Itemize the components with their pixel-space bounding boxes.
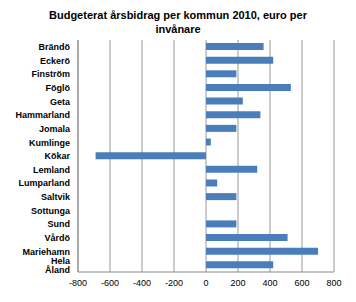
svg-text:Geta: Geta xyxy=(50,97,71,107)
svg-text:HelaÅland: HelaÅland xyxy=(45,256,71,275)
svg-text:Eckerö: Eckerö xyxy=(40,56,71,66)
svg-text:Kökar: Kökar xyxy=(44,151,70,161)
html-text:Budgeterat årsbidrag per kommu: Budgeterat årsbidrag per kommun 2010, eu… xyxy=(49,9,307,35)
svg-text:800: 800 xyxy=(326,278,341,288)
svg-text:Lemland: Lemland xyxy=(33,165,70,175)
svg-text:Saltvik: Saltvik xyxy=(41,192,71,202)
svg-text:Sottunga: Sottunga xyxy=(31,206,71,216)
svg-text:Kumlinge: Kumlinge xyxy=(29,138,70,148)
svg-text:Jomala: Jomala xyxy=(39,124,71,134)
svg-text:-400: -400 xyxy=(133,278,151,288)
svg-text:Brändö: Brändö xyxy=(39,42,71,52)
svg-text:Föglö: Föglö xyxy=(46,83,71,93)
svg-text:Lumparland: Lumparland xyxy=(18,178,70,188)
svg-text:0: 0 xyxy=(203,278,208,288)
svg-text:Finström: Finström xyxy=(31,69,70,79)
svg-text:Mariehamn: Mariehamn xyxy=(22,246,70,257)
svg-text:-600: -600 xyxy=(101,278,119,288)
svg-text:400: 400 xyxy=(262,278,277,288)
svg-text:200: 200 xyxy=(230,278,245,288)
svg-text:600: 600 xyxy=(294,278,309,288)
svg-text:-200: -200 xyxy=(165,278,183,288)
svg-text:Sund: Sund xyxy=(48,219,71,229)
svg-text:Vårdö: Vårdö xyxy=(44,233,70,243)
svg-text:Hammarland: Hammarland xyxy=(15,110,70,120)
svg-text:-800: -800 xyxy=(69,278,87,288)
